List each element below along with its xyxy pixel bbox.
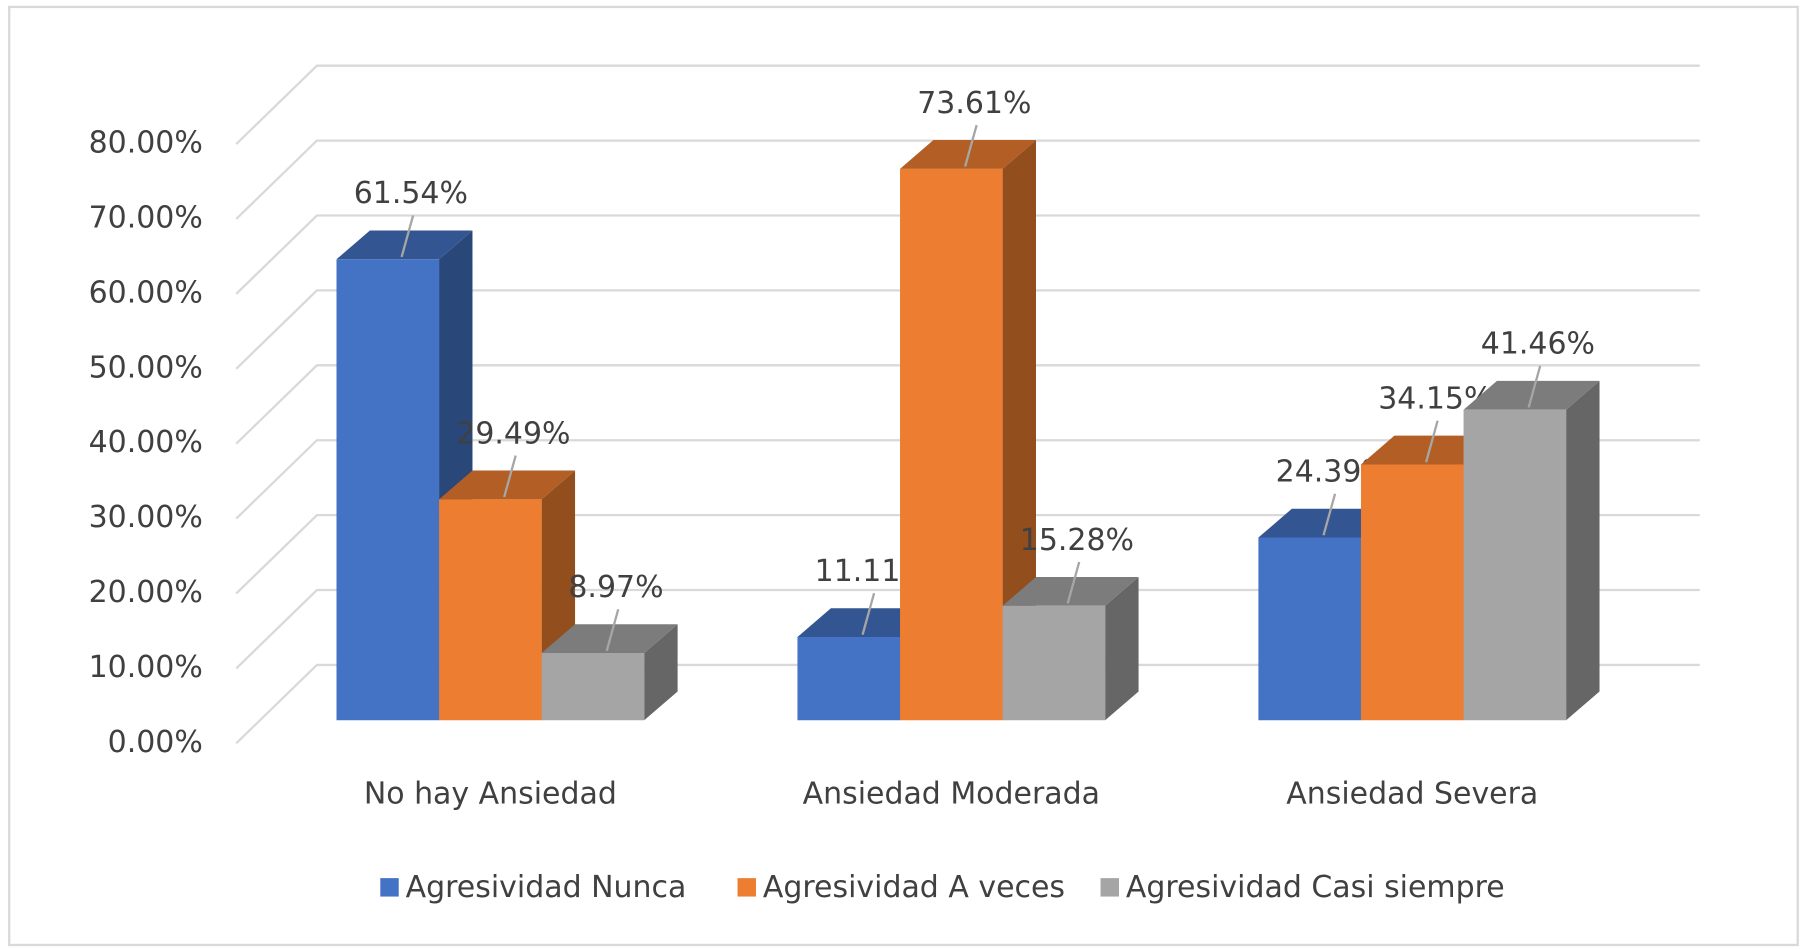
grid-line: [235, 439, 1700, 520]
bar: [1463, 380, 1600, 721]
y-tick-label: 30.00%: [89, 500, 203, 535]
legend-swatch: [380, 878, 399, 897]
bar-side: [1105, 576, 1139, 721]
data-label: 8.97%: [568, 570, 663, 605]
leader-line: [1322, 493, 1337, 536]
leader-line: [1527, 365, 1542, 408]
plot: 0.00% 10.00% 20.00% 30.00% 40.00% 50.00% 60.00…: [8, 5, 1799, 947]
bar-front: [797, 637, 901, 721]
x-tick-label: Ansiedad Moderada: [803, 777, 1100, 812]
grid-line: [235, 64, 1700, 145]
y-tick-label: 80.00%: [89, 126, 203, 161]
grid-line: [235, 289, 1700, 370]
data-label: 73.61%: [917, 86, 1031, 121]
y-tick-label: 20.00%: [89, 575, 203, 610]
y-tick-label: 0.00%: [108, 725, 203, 760]
bar-front: [1360, 464, 1464, 721]
leader-line: [1424, 420, 1439, 463]
bar-front: [439, 499, 542, 721]
y-tick-label: 70.00%: [89, 200, 203, 235]
bar-front: [336, 259, 440, 721]
legend-label: Agresividad Casi siempre: [1126, 870, 1505, 905]
bar: [900, 140, 1037, 721]
bar-side: [644, 624, 678, 721]
leader-line: [861, 592, 876, 636]
x-tick-label: No hay Ansiedad: [364, 777, 617, 812]
leader-line: [605, 608, 620, 652]
grid-line: [235, 663, 1700, 745]
y-tick-label: 40.00%: [89, 425, 203, 460]
data-label: 41.46%: [1481, 327, 1595, 362]
legend-label: Agresividad A veces: [763, 870, 1065, 905]
bar: [1002, 576, 1139, 721]
grid-line: [235, 513, 1700, 595]
leader-line: [964, 124, 978, 167]
y-tick-label: 60.00%: [89, 275, 203, 310]
leader-line: [503, 455, 517, 498]
grid-line: [235, 364, 1700, 445]
grid-line: [235, 214, 1700, 295]
grid-line: [235, 139, 1700, 220]
data-label: 61.54%: [354, 176, 468, 211]
bar-side: [1566, 380, 1600, 721]
bar-front: [541, 653, 645, 721]
legend-swatch: [1100, 878, 1119, 897]
bar-side: [1002, 140, 1037, 721]
y-tick-label: 10.00%: [89, 650, 203, 685]
y-tick-label: 50.00%: [89, 350, 203, 385]
bar-front: [1463, 409, 1567, 721]
bar-front: [1258, 537, 1361, 721]
bar-front: [900, 168, 1003, 721]
legend-label: Agresividad Nunca: [406, 870, 687, 905]
bar-front: [1002, 605, 1106, 721]
leader-line: [400, 215, 415, 258]
leader-line: [1066, 561, 1081, 604]
legend-swatch: [737, 878, 756, 897]
data-label: 15.28%: [1020, 523, 1134, 558]
grid-line: [235, 588, 1700, 670]
data-label: 29.49%: [456, 416, 570, 451]
x-tick-label: Ansiedad Severa: [1286, 777, 1538, 812]
